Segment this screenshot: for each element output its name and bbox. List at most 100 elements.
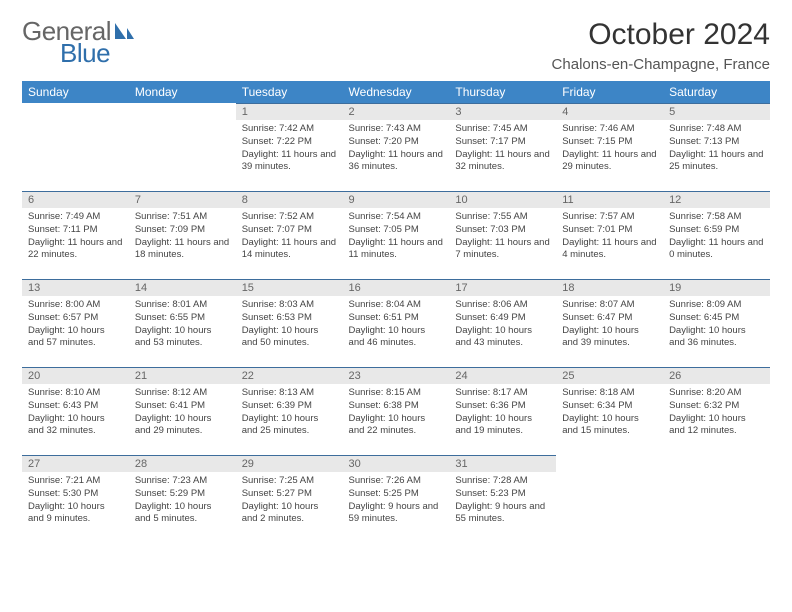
calendar-table: SundayMondayTuesdayWednesdayThursdayFrid…: [22, 81, 770, 543]
calendar-day-cell: 29Sunrise: 7:25 AMSunset: 5:27 PMDayligh…: [236, 455, 343, 543]
calendar-day-cell: 10Sunrise: 7:55 AMSunset: 7:03 PMDayligh…: [449, 191, 556, 279]
day-details: Sunrise: 7:28 AMSunset: 5:23 PMDaylight:…: [449, 472, 556, 532]
calendar-day-cell: 3Sunrise: 7:45 AMSunset: 7:17 PMDaylight…: [449, 103, 556, 191]
calendar-day-cell: 24Sunrise: 8:17 AMSunset: 6:36 PMDayligh…: [449, 367, 556, 455]
calendar-day-cell: 21Sunrise: 8:12 AMSunset: 6:41 PMDayligh…: [129, 367, 236, 455]
day-number: 11: [556, 191, 663, 208]
day-details: Sunrise: 8:01 AMSunset: 6:55 PMDaylight:…: [129, 296, 236, 356]
calendar-day-cell: [129, 103, 236, 191]
day-number: 13: [22, 279, 129, 296]
day-number: 22: [236, 367, 343, 384]
calendar-day-cell: 30Sunrise: 7:26 AMSunset: 5:25 PMDayligh…: [343, 455, 450, 543]
calendar-head: SundayMondayTuesdayWednesdayThursdayFrid…: [22, 81, 770, 103]
day-number: 4: [556, 103, 663, 120]
logo: GeneralBlue: [22, 18, 136, 66]
calendar-day-cell: 6Sunrise: 7:49 AMSunset: 7:11 PMDaylight…: [22, 191, 129, 279]
day-details: Sunrise: 7:54 AMSunset: 7:05 PMDaylight:…: [343, 208, 450, 268]
day-details: Sunrise: 8:13 AMSunset: 6:39 PMDaylight:…: [236, 384, 343, 444]
day-number: 16: [343, 279, 450, 296]
day-number: 14: [129, 279, 236, 296]
calendar-day-cell: 2Sunrise: 7:43 AMSunset: 7:20 PMDaylight…: [343, 103, 450, 191]
day-number: 25: [556, 367, 663, 384]
calendar-body: 1Sunrise: 7:42 AMSunset: 7:22 PMDaylight…: [22, 103, 770, 543]
weekday-header: Friday: [556, 81, 663, 103]
calendar-day-cell: 1Sunrise: 7:42 AMSunset: 7:22 PMDaylight…: [236, 103, 343, 191]
calendar-day-cell: 7Sunrise: 7:51 AMSunset: 7:09 PMDaylight…: [129, 191, 236, 279]
day-number: 21: [129, 367, 236, 384]
day-number: 28: [129, 455, 236, 472]
day-details: Sunrise: 7:45 AMSunset: 7:17 PMDaylight:…: [449, 120, 556, 180]
day-number: 9: [343, 191, 450, 208]
day-details: Sunrise: 8:00 AMSunset: 6:57 PMDaylight:…: [22, 296, 129, 356]
day-number: 19: [663, 279, 770, 296]
day-details: Sunrise: 8:15 AMSunset: 6:38 PMDaylight:…: [343, 384, 450, 444]
calendar-day-cell: 27Sunrise: 7:21 AMSunset: 5:30 PMDayligh…: [22, 455, 129, 543]
calendar-day-cell: 25Sunrise: 8:18 AMSunset: 6:34 PMDayligh…: [556, 367, 663, 455]
calendar-week-row: 20Sunrise: 8:10 AMSunset: 6:43 PMDayligh…: [22, 367, 770, 455]
day-details: Sunrise: 8:17 AMSunset: 6:36 PMDaylight:…: [449, 384, 556, 444]
calendar-day-cell: 22Sunrise: 8:13 AMSunset: 6:39 PMDayligh…: [236, 367, 343, 455]
calendar-week-row: 1Sunrise: 7:42 AMSunset: 7:22 PMDaylight…: [22, 103, 770, 191]
day-number: 20: [22, 367, 129, 384]
day-details: Sunrise: 7:43 AMSunset: 7:20 PMDaylight:…: [343, 120, 450, 180]
day-details: Sunrise: 8:12 AMSunset: 6:41 PMDaylight:…: [129, 384, 236, 444]
day-details: Sunrise: 7:58 AMSunset: 6:59 PMDaylight:…: [663, 208, 770, 268]
calendar-day-cell: 26Sunrise: 8:20 AMSunset: 6:32 PMDayligh…: [663, 367, 770, 455]
day-details: Sunrise: 7:55 AMSunset: 7:03 PMDaylight:…: [449, 208, 556, 268]
day-number: 29: [236, 455, 343, 472]
calendar-day-cell: 9Sunrise: 7:54 AMSunset: 7:05 PMDaylight…: [343, 191, 450, 279]
weekday-header: Sunday: [22, 81, 129, 103]
day-number: 15: [236, 279, 343, 296]
calendar-day-cell: 8Sunrise: 7:52 AMSunset: 7:07 PMDaylight…: [236, 191, 343, 279]
day-details: Sunrise: 8:20 AMSunset: 6:32 PMDaylight:…: [663, 384, 770, 444]
day-number: 23: [343, 367, 450, 384]
calendar-day-cell: 4Sunrise: 7:46 AMSunset: 7:15 PMDaylight…: [556, 103, 663, 191]
day-number: 2: [343, 103, 450, 120]
calendar-day-cell: 28Sunrise: 7:23 AMSunset: 5:29 PMDayligh…: [129, 455, 236, 543]
day-number: 5: [663, 103, 770, 120]
logo-text-blue: Blue: [60, 40, 136, 66]
day-details: Sunrise: 8:04 AMSunset: 6:51 PMDaylight:…: [343, 296, 450, 356]
weekday-header: Wednesday: [343, 81, 450, 103]
day-details: Sunrise: 7:48 AMSunset: 7:13 PMDaylight:…: [663, 120, 770, 180]
calendar-day-cell: 31Sunrise: 7:28 AMSunset: 5:23 PMDayligh…: [449, 455, 556, 543]
day-number: 24: [449, 367, 556, 384]
day-details: Sunrise: 7:42 AMSunset: 7:22 PMDaylight:…: [236, 120, 343, 180]
day-number: 1: [236, 103, 343, 120]
day-details: Sunrise: 7:25 AMSunset: 5:27 PMDaylight:…: [236, 472, 343, 532]
calendar-week-row: 13Sunrise: 8:00 AMSunset: 6:57 PMDayligh…: [22, 279, 770, 367]
day-details: Sunrise: 7:52 AMSunset: 7:07 PMDaylight:…: [236, 208, 343, 268]
calendar-day-cell: 12Sunrise: 7:58 AMSunset: 6:59 PMDayligh…: [663, 191, 770, 279]
day-details: Sunrise: 7:57 AMSunset: 7:01 PMDaylight:…: [556, 208, 663, 268]
location: Chalons-en-Champagne, France: [552, 56, 770, 73]
day-details: Sunrise: 7:49 AMSunset: 7:11 PMDaylight:…: [22, 208, 129, 268]
day-details: Sunrise: 8:18 AMSunset: 6:34 PMDaylight:…: [556, 384, 663, 444]
calendar-day-cell: 20Sunrise: 8:10 AMSunset: 6:43 PMDayligh…: [22, 367, 129, 455]
day-details: Sunrise: 8:09 AMSunset: 6:45 PMDaylight:…: [663, 296, 770, 356]
day-details: Sunrise: 7:51 AMSunset: 7:09 PMDaylight:…: [129, 208, 236, 268]
day-number: 18: [556, 279, 663, 296]
calendar-week-row: 6Sunrise: 7:49 AMSunset: 7:11 PMDaylight…: [22, 191, 770, 279]
day-number: 26: [663, 367, 770, 384]
day-details: Sunrise: 8:06 AMSunset: 6:49 PMDaylight:…: [449, 296, 556, 356]
calendar-day-cell: 18Sunrise: 8:07 AMSunset: 6:47 PMDayligh…: [556, 279, 663, 367]
calendar-day-cell: [22, 103, 129, 191]
weekday-header: Monday: [129, 81, 236, 103]
calendar-day-cell: 19Sunrise: 8:09 AMSunset: 6:45 PMDayligh…: [663, 279, 770, 367]
calendar-day-cell: [556, 455, 663, 543]
calendar-day-cell: 17Sunrise: 8:06 AMSunset: 6:49 PMDayligh…: [449, 279, 556, 367]
title-block: October 2024 Chalons-en-Champagne, Franc…: [552, 18, 770, 73]
day-details: Sunrise: 7:26 AMSunset: 5:25 PMDaylight:…: [343, 472, 450, 532]
day-details: Sunrise: 8:03 AMSunset: 6:53 PMDaylight:…: [236, 296, 343, 356]
weekday-header: Tuesday: [236, 81, 343, 103]
calendar-day-cell: 16Sunrise: 8:04 AMSunset: 6:51 PMDayligh…: [343, 279, 450, 367]
day-details: Sunrise: 8:07 AMSunset: 6:47 PMDaylight:…: [556, 296, 663, 356]
calendar-day-cell: 23Sunrise: 8:15 AMSunset: 6:38 PMDayligh…: [343, 367, 450, 455]
calendar-day-cell: 15Sunrise: 8:03 AMSunset: 6:53 PMDayligh…: [236, 279, 343, 367]
calendar-week-row: 27Sunrise: 7:21 AMSunset: 5:30 PMDayligh…: [22, 455, 770, 543]
day-number: 3: [449, 103, 556, 120]
day-number: 31: [449, 455, 556, 472]
day-details: Sunrise: 7:21 AMSunset: 5:30 PMDaylight:…: [22, 472, 129, 532]
calendar-day-cell: 11Sunrise: 7:57 AMSunset: 7:01 PMDayligh…: [556, 191, 663, 279]
weekday-header: Saturday: [663, 81, 770, 103]
